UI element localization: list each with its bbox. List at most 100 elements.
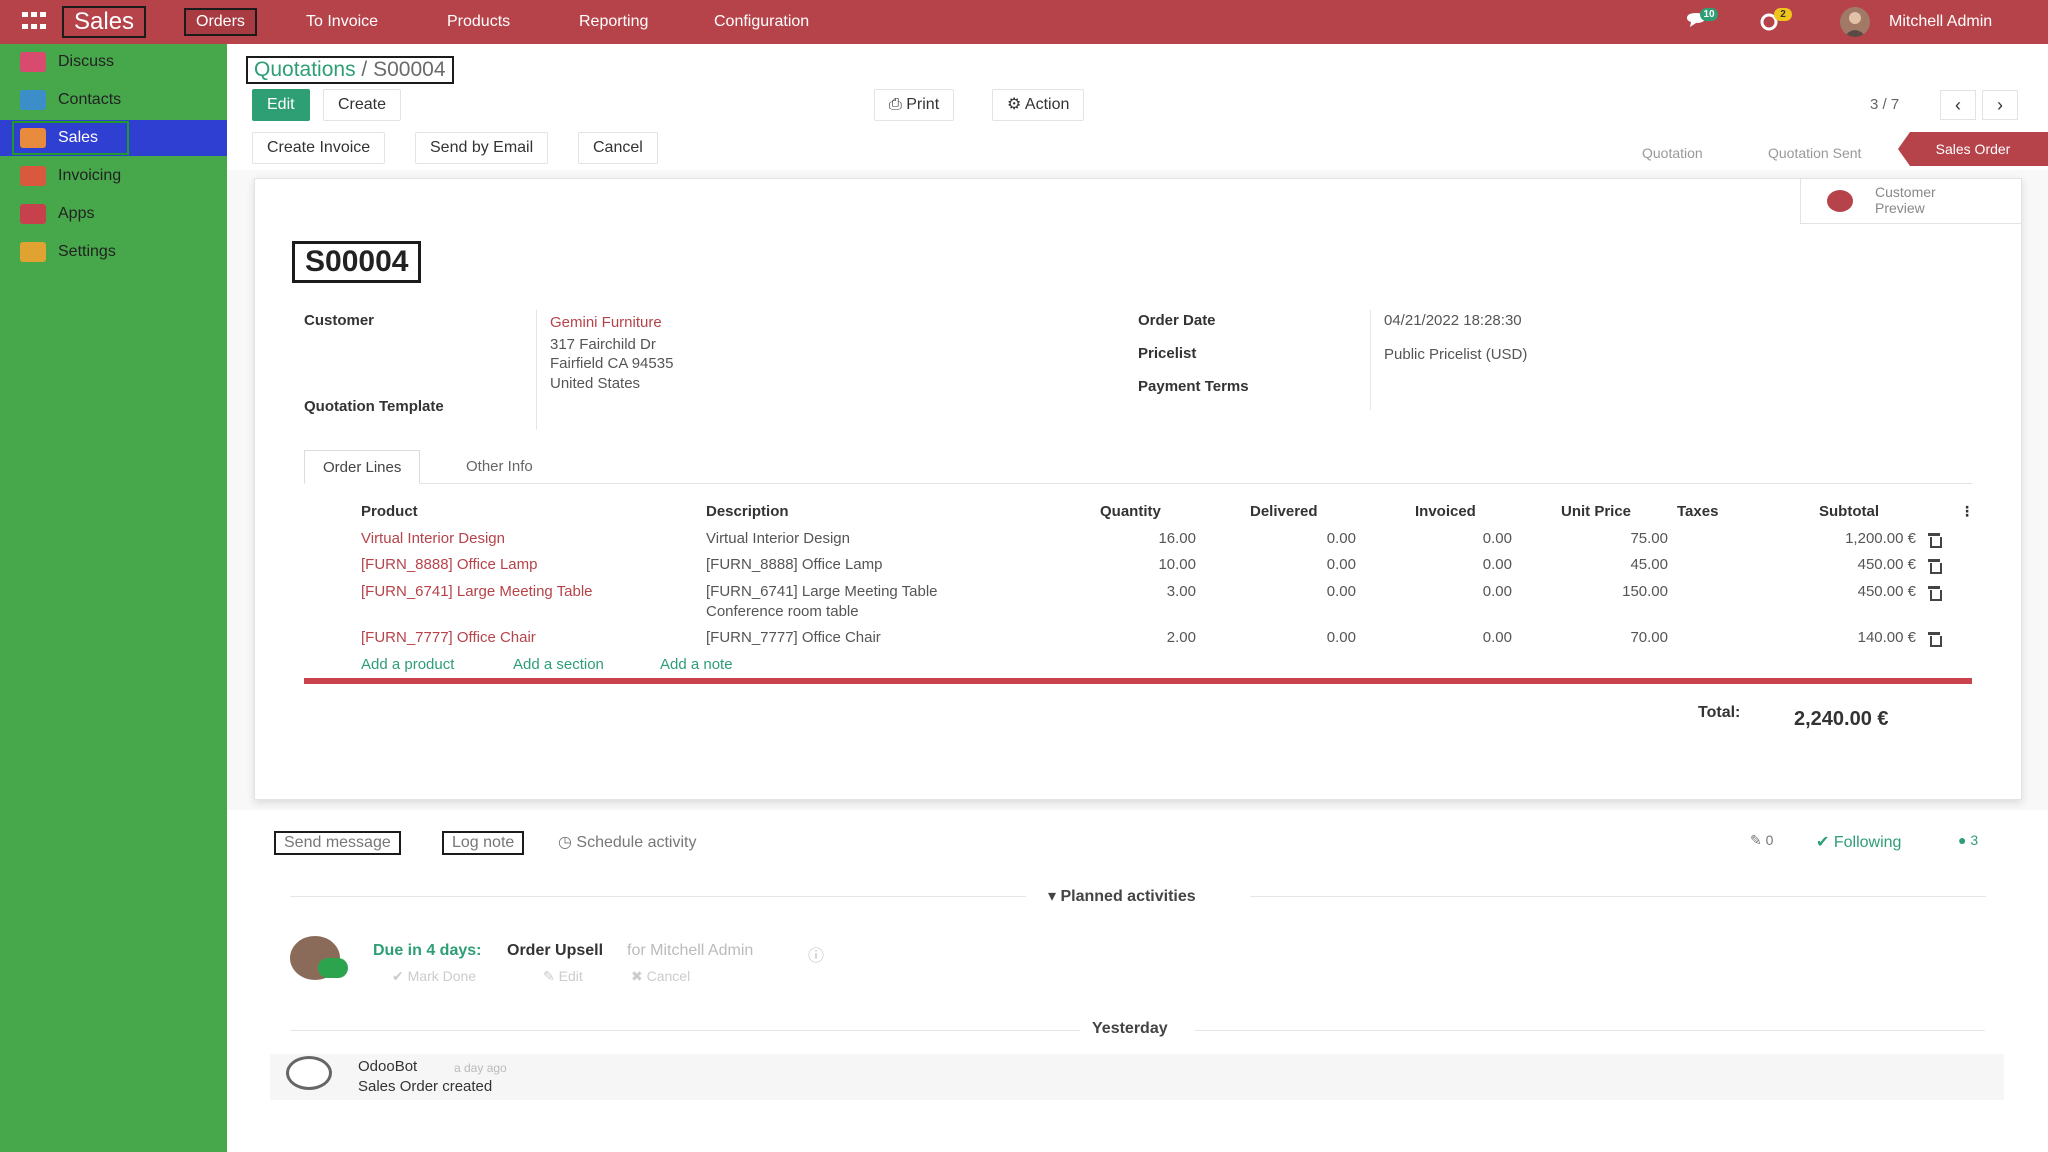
info-icon[interactable]: ⓘ [808, 948, 825, 965]
print-icon: ⎙ [889, 96, 907, 113]
following-button[interactable]: ✔ Following [1816, 834, 1902, 851]
breadcrumb-separator: / [355, 58, 374, 81]
add-product-link[interactable]: Add a product [361, 656, 455, 673]
menu-to-invoice[interactable]: To Invoice [306, 13, 379, 30]
cancel-activity-button[interactable]: ✖ Cancel [631, 968, 691, 984]
row-invoiced: 0.00 [1482, 629, 1512, 646]
status-sales-order[interactable]: Sales Order [1898, 132, 2048, 166]
schedule-activity-button[interactable]: ◷ Schedule activity [558, 834, 697, 851]
total-value: 2,240.00 € [1794, 708, 1889, 730]
create-button[interactable]: Create [323, 89, 402, 121]
breadcrumb-parent[interactable]: Quotations [254, 58, 356, 81]
optional-columns-icon[interactable]: ⋮ [1960, 503, 1974, 519]
address-line-2: Fairfield CA 94535 [550, 355, 674, 372]
tab-order-lines[interactable]: Order Lines [304, 450, 421, 484]
activities-icon[interactable]: 2 [1758, 8, 1792, 37]
row-product[interactable]: Virtual Interior Design [361, 530, 505, 547]
attachments-button[interactable]: ✎ 0 [1750, 832, 1774, 848]
user-avatar[interactable] [1840, 7, 1870, 37]
record-title: S00004 [292, 241, 422, 283]
status-quotation[interactable]: Quotation [1642, 145, 1703, 161]
check-icon: ✔ [1816, 834, 1834, 851]
row-invoiced: 0.00 [1482, 556, 1512, 573]
clock-icon: ◷ [558, 834, 577, 851]
trash-icon[interactable] [1928, 559, 1942, 574]
column-taxes[interactable]: Taxes [1677, 503, 1719, 520]
menu-orders[interactable]: Orders [184, 8, 257, 36]
messages-icon[interactable]: 10 [1684, 8, 1718, 37]
edit-button[interactable]: Edit [252, 89, 310, 121]
form-sheet [254, 178, 2022, 800]
column-product[interactable]: Product [361, 503, 418, 520]
row-description-note: Conference room table [706, 603, 859, 620]
customer-preview-button[interactable]: Customer Preview [1800, 178, 2022, 224]
row-invoiced: 0.00 [1482, 530, 1512, 547]
sidebar-item-apps[interactable]: Apps [0, 196, 227, 232]
pager-previous-button[interactable]: ‹ [1940, 90, 1976, 120]
apps-icon [20, 204, 46, 224]
row-subtotal: 140.00 € [1857, 629, 1916, 646]
activity-due: Due in 4 days: [373, 942, 482, 959]
row-unit-price: 45.00 [1630, 556, 1668, 573]
column-delivered[interactable]: Delivered [1250, 503, 1318, 520]
followers-button[interactable]: ● 3 [1958, 832, 1979, 848]
row-product[interactable]: [FURN_6741] Large Meeting Table [361, 583, 593, 600]
create-invoice-button[interactable]: Create Invoice [252, 132, 386, 164]
row-product[interactable]: [FURN_7777] Office Chair [361, 629, 536, 646]
trash-icon[interactable] [1928, 586, 1942, 601]
customer-link[interactable]: Gemini Furniture [550, 314, 662, 331]
column-subtotal[interactable]: Subtotal [1819, 503, 1879, 520]
row-product[interactable]: [FURN_8888] Office Lamp [361, 556, 538, 573]
tab-other-info[interactable]: Other Info [466, 458, 533, 475]
menu-reporting[interactable]: Reporting [579, 13, 649, 30]
discuss-icon [20, 52, 46, 72]
invoicing-icon [20, 166, 46, 186]
log-note-button[interactable]: Log note [442, 831, 525, 855]
paperclip-icon: ✎ [1750, 832, 1766, 848]
mark-done-button[interactable]: ✔ Mark Done [392, 968, 477, 984]
add-section-link[interactable]: Add a section [513, 656, 604, 673]
print-button[interactable]: ⎙ Print [874, 89, 955, 121]
chevron-left-icon: ‹ [1955, 95, 1961, 115]
app-brand[interactable]: Sales [62, 6, 147, 38]
menu-configuration[interactable]: Configuration [714, 13, 810, 30]
activity-assignee: for Mitchell Admin [627, 942, 754, 959]
column-invoiced[interactable]: Invoiced [1415, 503, 1476, 520]
row-quantity: 3.00 [1166, 583, 1196, 600]
menu-products[interactable]: Products [447, 13, 511, 30]
sidebar-item-contacts[interactable]: Contacts [0, 82, 227, 118]
sidebar-item-discuss[interactable]: Discuss [0, 44, 227, 80]
column-unit-price[interactable]: Unit Price [1561, 503, 1632, 520]
add-note-link[interactable]: Add a note [660, 656, 733, 673]
send-message-button[interactable]: Send message [274, 831, 401, 855]
user-name[interactable]: Mitchell Admin [1889, 13, 1993, 30]
pricelist-value: Public Pricelist (USD) [1384, 346, 1528, 363]
status-quotation-sent[interactable]: Quotation Sent [1768, 145, 1862, 161]
column-quantity[interactable]: Quantity [1100, 503, 1161, 520]
app-menu-icon[interactable] [22, 12, 48, 32]
customer-label: Customer [304, 312, 375, 329]
row-delivered: 0.00 [1326, 583, 1356, 600]
quotation-template-label: Quotation Template [304, 398, 444, 415]
row-description: [FURN_7777] Office Chair [706, 629, 881, 646]
sidebar-item-label: Settings [58, 243, 116, 260]
sidebar-item-settings[interactable]: Settings [0, 234, 227, 270]
send-by-email-button[interactable]: Send by Email [415, 132, 549, 164]
gear-icon: ⚙ [1007, 96, 1025, 113]
pager-next-button[interactable]: › [1982, 90, 2018, 120]
row-unit-price: 75.00 [1630, 530, 1668, 547]
row-subtotal: 450.00 € [1857, 556, 1916, 573]
column-description[interactable]: Description [706, 503, 789, 520]
caret-down-icon: ▾ [1048, 888, 1061, 905]
pager-value[interactable]: 3 / 7 [1870, 96, 1900, 113]
trash-icon[interactable] [1928, 533, 1942, 548]
activities-count-badge: 2 [1774, 8, 1792, 21]
trash-icon[interactable] [1928, 632, 1942, 647]
sidebar-item-sales[interactable]: Sales [0, 120, 227, 156]
edit-activity-button[interactable]: ✎ Edit [543, 968, 583, 984]
planned-activities-toggle[interactable]: ▾ Planned activities [1048, 888, 1196, 905]
action-button[interactable]: ⚙ Action [992, 89, 1085, 121]
cancel-button[interactable]: Cancel [578, 132, 658, 164]
action-label: Action [1024, 96, 1070, 113]
sidebar-item-invoicing[interactable]: Invoicing [0, 158, 227, 194]
